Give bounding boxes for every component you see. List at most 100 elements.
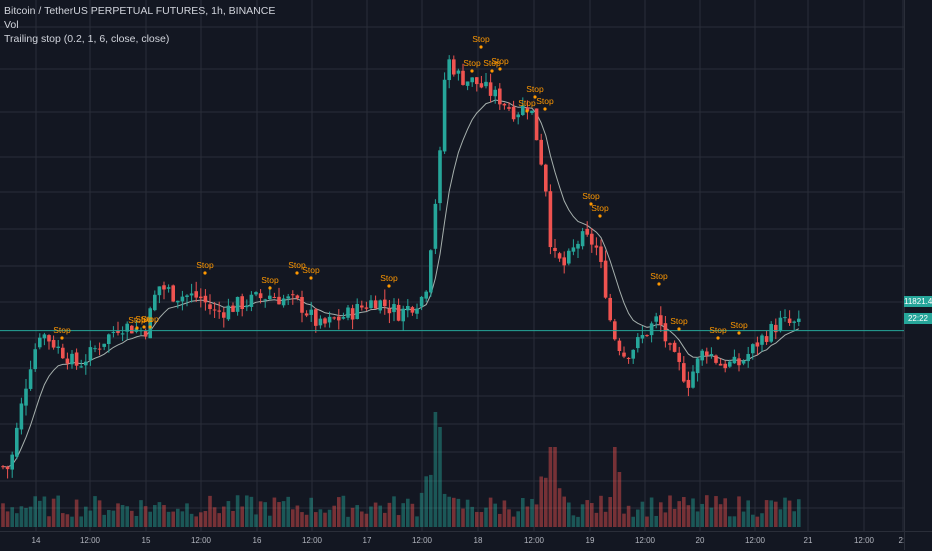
stop-label: Stop: [518, 98, 536, 108]
volume-bar: [157, 502, 162, 527]
candle-body: [61, 347, 65, 359]
candle-body: [254, 292, 258, 295]
volume-bar: [171, 511, 175, 527]
candle-body: [364, 307, 369, 309]
volume-bar: [718, 504, 723, 527]
candle-body: [272, 296, 277, 298]
candle-body: [226, 305, 231, 320]
candle-body: [622, 352, 626, 357]
candle-body: [649, 323, 654, 336]
volume-bar: [189, 513, 194, 527]
candle-body: [539, 139, 543, 165]
volume-legend[interactable]: Vol: [4, 19, 19, 31]
volume-bar: [240, 506, 244, 527]
candle-body: [79, 366, 83, 368]
candle-body: [516, 114, 520, 118]
volume-bar: [51, 498, 56, 527]
volume-bar: [392, 496, 396, 527]
volume-bar: [723, 498, 727, 527]
volume-bar: [709, 507, 714, 527]
volume-bar: [534, 504, 539, 527]
candle-body: [378, 300, 382, 311]
time-tick-label: 20: [696, 536, 705, 545]
volume-bar: [465, 499, 470, 527]
candle-body: [493, 89, 497, 97]
volume-bar: [760, 513, 764, 527]
symbol-title[interactable]: Bitcoin / TetherUS PERPETUAL FUTURES, 1h…: [4, 5, 276, 17]
volume-bar: [636, 509, 640, 527]
volume-bar: [15, 513, 19, 527]
volume-bar: [38, 500, 42, 527]
stop-label: Stop: [463, 58, 481, 68]
volume-bar: [686, 505, 691, 527]
stop-label: Stop: [261, 275, 279, 285]
volume-bar: [139, 500, 143, 527]
volume-bar: [42, 496, 47, 527]
candle-body: [732, 356, 737, 364]
stop-marker: [60, 336, 64, 340]
candle-body: [424, 291, 428, 299]
volume-bar: [479, 512, 484, 527]
volume-bar: [539, 476, 543, 527]
volume-bar: [668, 495, 672, 527]
candle-body: [755, 342, 760, 347]
candle-body: [323, 318, 327, 324]
volume-bar: [249, 496, 254, 527]
volume-bar: [691, 498, 695, 527]
stop-label: Stop: [196, 260, 214, 270]
volume-bar: [659, 502, 663, 527]
volume-bar: [484, 507, 488, 527]
candle-body: [143, 330, 148, 337]
volume-bar: [56, 495, 60, 527]
candle-body: [760, 335, 764, 345]
volume-bar: [130, 510, 134, 527]
indicator-legend[interactable]: Trailing stop (0.2, 1, 6, close, close): [4, 33, 170, 45]
stop-label: Stop: [302, 265, 320, 275]
volume-bar: [415, 516, 419, 527]
candle-body: [456, 70, 461, 74]
chart-legend: Bitcoin / TetherUS PERPETUAL FUTURES, 1h…: [4, 4, 275, 46]
volume-bar: [24, 507, 28, 527]
candle-body: [415, 308, 419, 314]
candle-body: [111, 331, 116, 333]
stop-marker: [716, 336, 720, 340]
price-axis[interactable]: [904, 0, 932, 550]
time-axis[interactable]: [0, 531, 932, 551]
volume-bar: [797, 499, 801, 527]
stop-label: Stop: [491, 56, 509, 66]
stop-label: Stop: [526, 84, 544, 94]
volume-bar: [217, 513, 221, 527]
candle-body: [341, 317, 346, 319]
volume-bar: [176, 508, 180, 527]
candle-body: [180, 296, 185, 302]
candle-body: [525, 107, 530, 111]
volume-bar: [153, 505, 157, 527]
volume-bar: [553, 447, 557, 527]
candle-body: [19, 403, 24, 430]
stop-label: Stop: [380, 273, 398, 283]
volume-bar: [714, 496, 718, 527]
volume-bar: [387, 502, 392, 527]
time-tick-label: 12:00: [302, 536, 323, 545]
volume-bar: [631, 516, 635, 527]
volume-bar: [488, 497, 493, 527]
candle-body: [599, 246, 603, 262]
volume-bar: [672, 508, 677, 527]
volume-bar: [369, 506, 373, 527]
candle-body: [392, 304, 396, 313]
candle-body: [360, 305, 364, 308]
volume-bar: [47, 516, 51, 527]
candle-body: [185, 295, 189, 297]
volume-bar: [585, 500, 589, 527]
candle-body: [728, 361, 732, 367]
candle-body: [148, 308, 152, 339]
candle-body: [691, 371, 695, 388]
candle-body: [792, 321, 796, 323]
stop-marker: [498, 67, 502, 71]
volume-bar: [654, 515, 658, 527]
candle-body: [369, 300, 373, 309]
candle-body: [787, 318, 792, 323]
volume-bar: [10, 507, 14, 527]
volume-bar: [429, 474, 433, 527]
